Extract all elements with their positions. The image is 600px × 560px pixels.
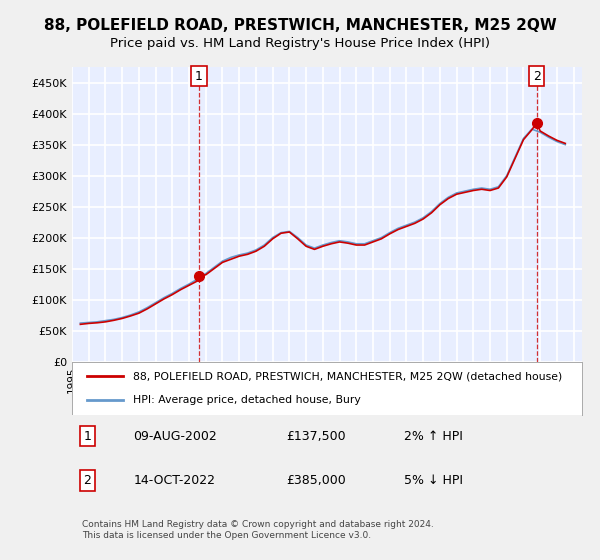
Text: 1: 1 [195,69,203,82]
Text: £385,000: £385,000 [286,474,346,487]
Text: 2% ↑ HPI: 2% ↑ HPI [404,430,463,443]
Text: 5% ↓ HPI: 5% ↓ HPI [404,474,463,487]
Text: Price paid vs. HM Land Registry's House Price Index (HPI): Price paid vs. HM Land Registry's House … [110,37,490,50]
Text: 88, POLEFIELD ROAD, PRESTWICH, MANCHESTER, M25 2QW (detached house): 88, POLEFIELD ROAD, PRESTWICH, MANCHESTE… [133,371,562,381]
Text: 09-AUG-2002: 09-AUG-2002 [133,430,217,443]
Text: 88, POLEFIELD ROAD, PRESTWICH, MANCHESTER, M25 2QW: 88, POLEFIELD ROAD, PRESTWICH, MANCHESTE… [44,18,556,32]
Text: 2: 2 [533,69,541,82]
Text: 14-OCT-2022: 14-OCT-2022 [133,474,215,487]
Text: Contains HM Land Registry data © Crown copyright and database right 2024.
This d: Contains HM Land Registry data © Crown c… [82,520,434,540]
Text: £137,500: £137,500 [286,430,346,443]
Text: 1: 1 [83,430,91,443]
Text: 2: 2 [83,474,91,487]
Text: HPI: Average price, detached house, Bury: HPI: Average price, detached house, Bury [133,395,361,405]
